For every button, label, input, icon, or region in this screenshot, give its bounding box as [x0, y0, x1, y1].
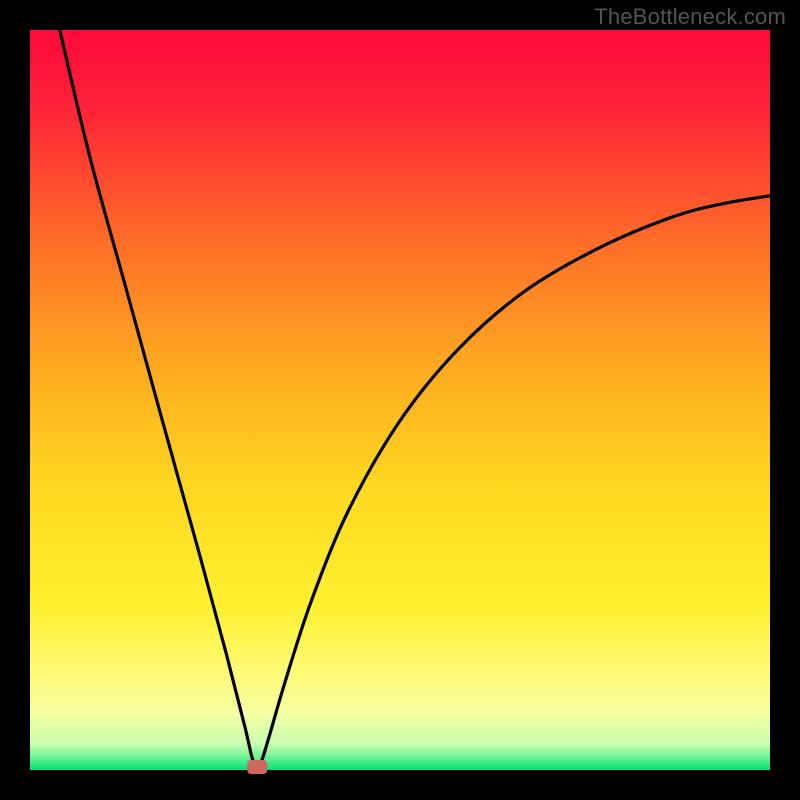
chart-frame: TheBottleneck.com [0, 0, 800, 800]
minimum-marker [247, 760, 267, 774]
watermark-text: TheBottleneck.com [594, 4, 786, 30]
bottleneck-chart [0, 0, 800, 800]
chart-background-gradient [30, 30, 770, 770]
